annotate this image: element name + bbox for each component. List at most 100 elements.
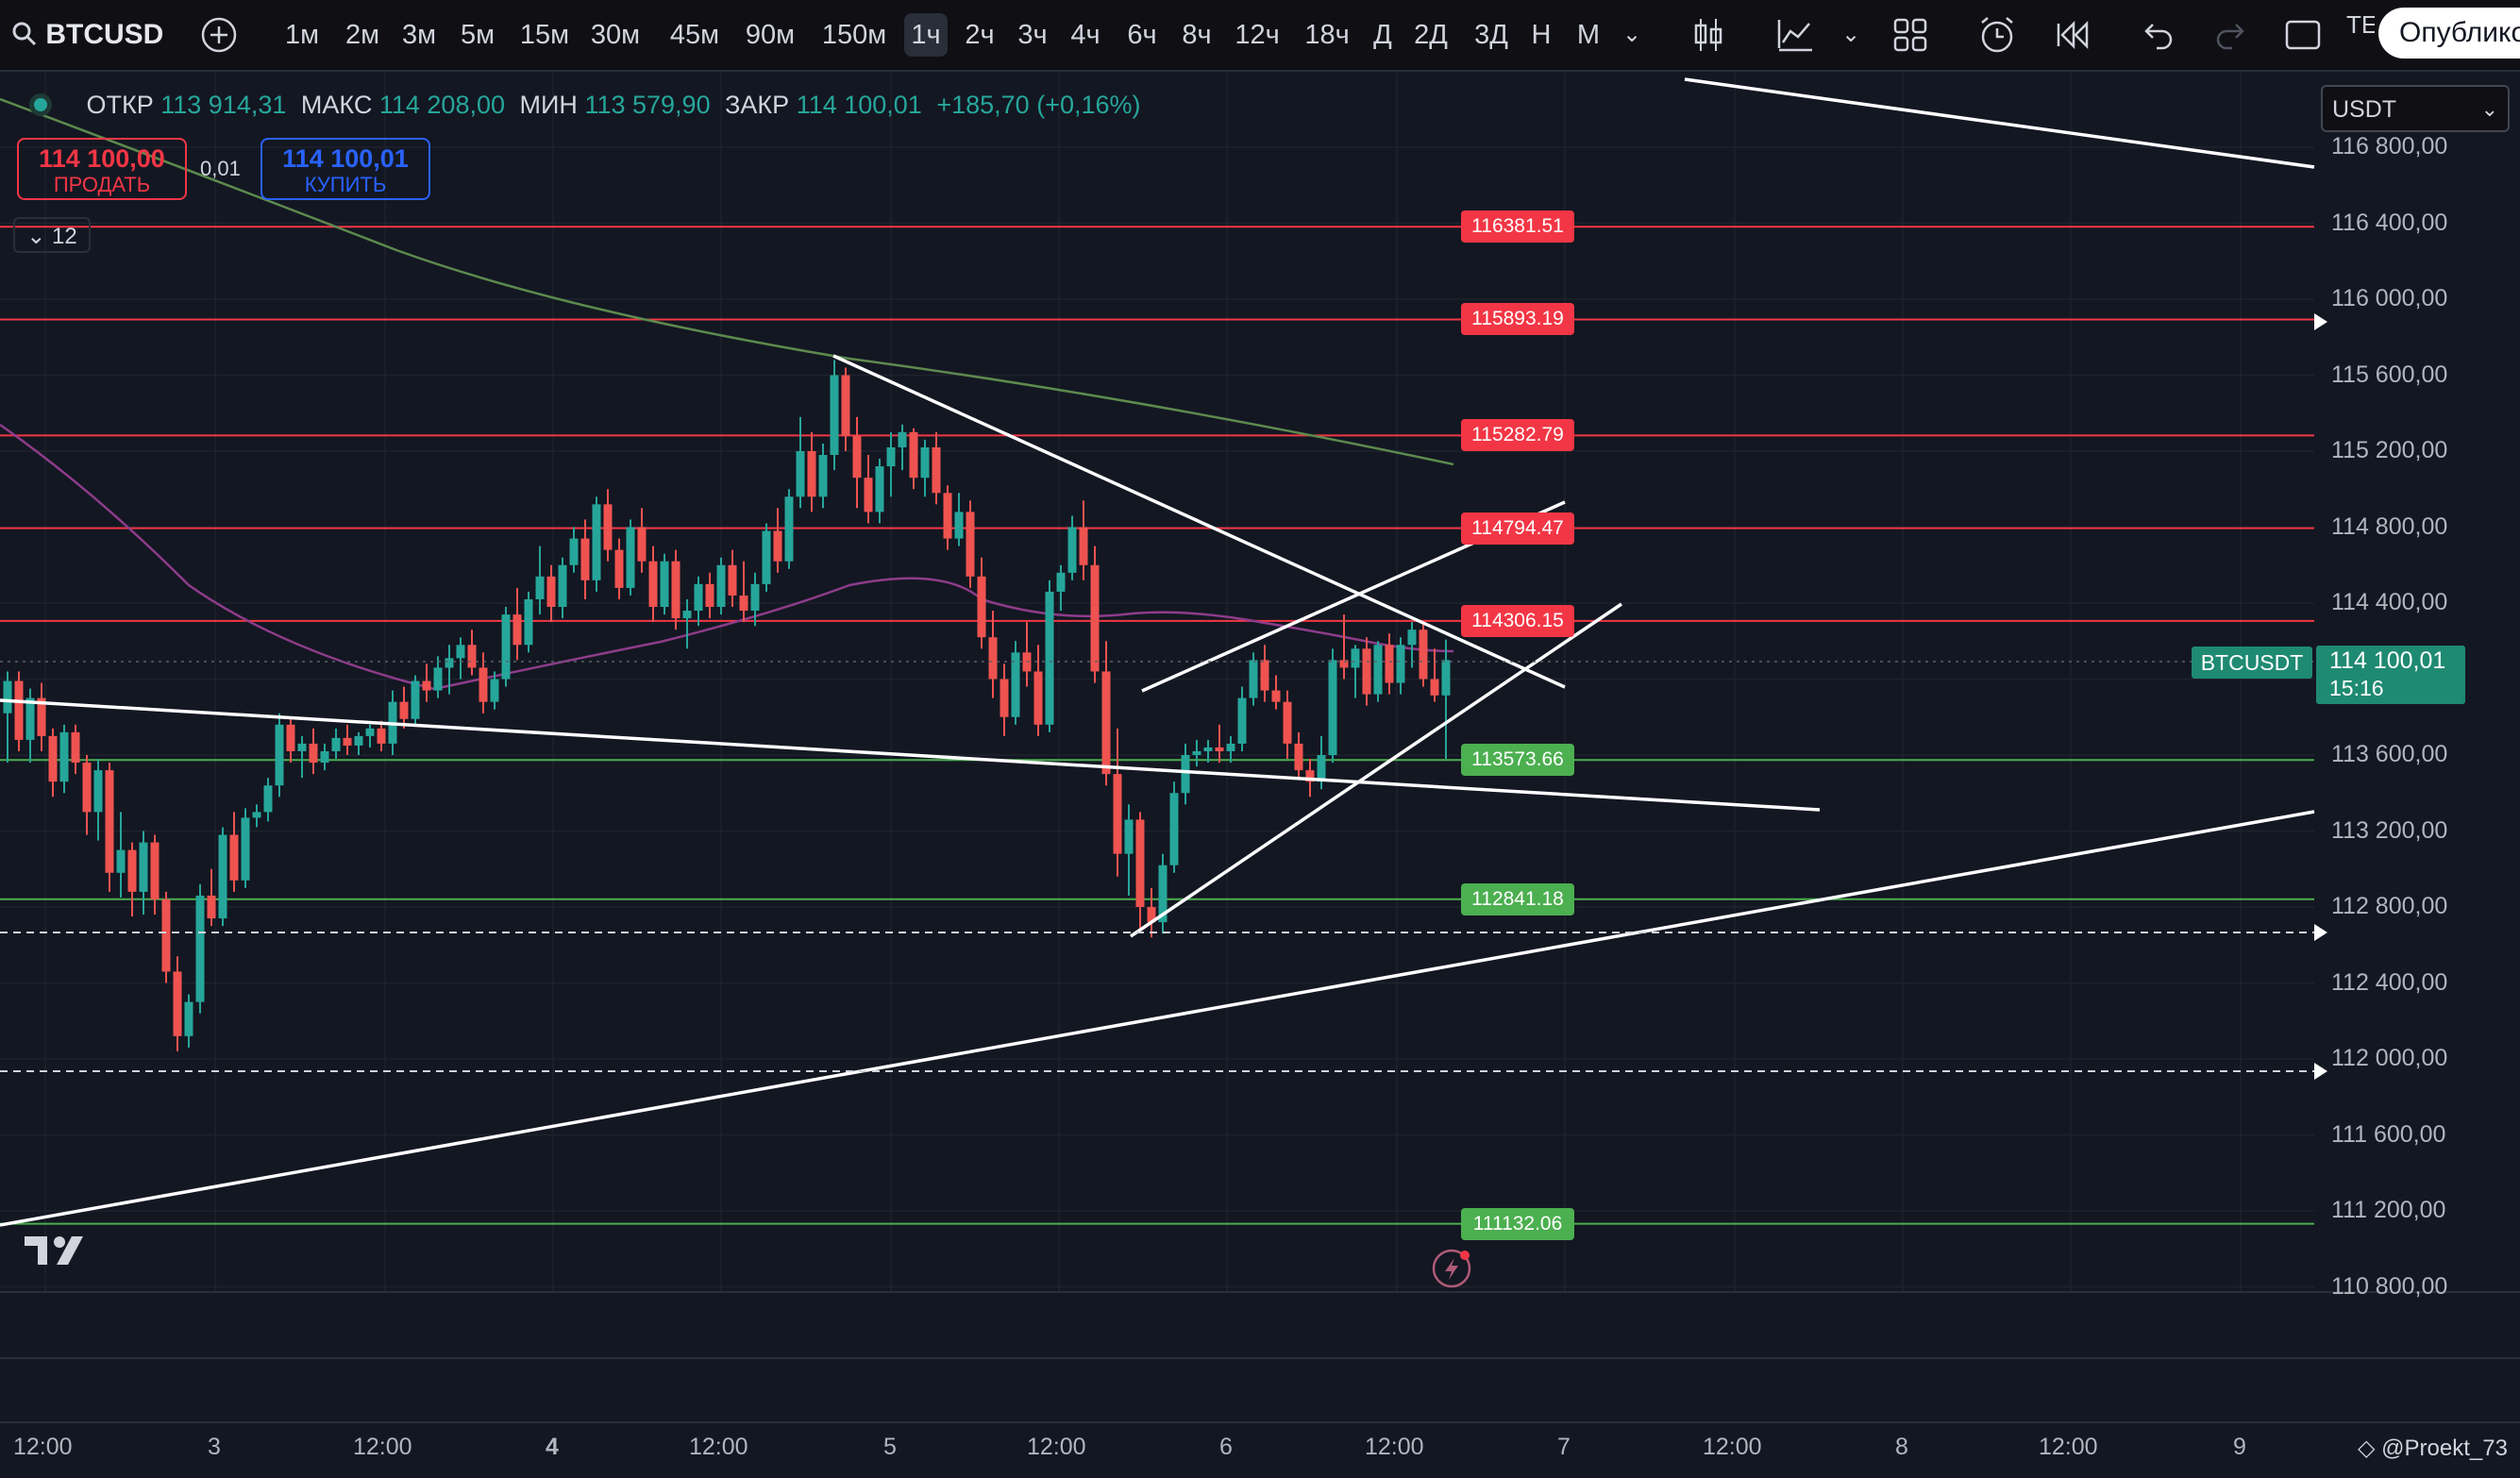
redo-button[interactable]: [2212, 13, 2246, 57]
candle-body-111: [1260, 660, 1269, 691]
candle-body-127: [1441, 660, 1451, 696]
candle-body-101: [1147, 907, 1156, 923]
timeframe-1[interactable]: 2м: [344, 20, 380, 50]
replay-icon: [2057, 20, 2089, 50]
sell-price: 114 100,00: [39, 144, 165, 173]
symbol-name: BTCUSD: [45, 19, 164, 50]
timeframe-15[interactable]: 12ч: [1235, 20, 1280, 50]
candle-body-115: [1305, 770, 1315, 782]
price-tick-15: 110 800,00: [2331, 1272, 2448, 1300]
symbol-search-button[interactable]: BTCUSD: [11, 13, 163, 57]
price-tick-6: 114 400,00: [2331, 589, 2448, 615]
candle-body-6: [71, 731, 80, 764]
candle-body-107: [1215, 747, 1224, 751]
timeframe-3[interactable]: 5м: [460, 20, 496, 50]
candle-body-114: [1294, 743, 1303, 771]
level-label-2: 115282.79: [1461, 419, 1574, 452]
replay-button[interactable]: [2054, 13, 2092, 57]
level-label-3: 114794.47: [1461, 512, 1574, 545]
time-tick-7: 6: [1219, 1434, 1233, 1460]
arrow-marker-112700: [2314, 924, 2327, 941]
timeframe-9[interactable]: 1ч: [904, 13, 948, 57]
undo-button[interactable]: [2142, 13, 2176, 57]
timeframe-16[interactable]: 18ч: [1304, 20, 1350, 50]
arrow-marker-115893: [2314, 313, 2327, 330]
currency-select[interactable]: USDT ⌄: [2321, 85, 2510, 132]
timeframe-19[interactable]: 3Д: [1474, 20, 1508, 50]
candle-body-74: [841, 375, 850, 436]
collapse-indicators-button[interactable]: ⌄ 12: [13, 217, 91, 253]
candle-body-103: [1169, 793, 1179, 865]
candle-body-56: [637, 527, 647, 562]
price-tick-0: 116 800,00: [2331, 133, 2448, 160]
add-symbol-button[interactable]: [198, 13, 240, 57]
buy-button[interactable]: 114 100,01 КУПИТЬ: [260, 138, 430, 200]
candle-body-25: [286, 724, 295, 751]
timeframe-12[interactable]: 4ч: [1070, 20, 1100, 50]
channel-line-lower: [1130, 602, 1622, 938]
fullscreen-button[interactable]: [2284, 13, 2322, 57]
indicators-dropdown[interactable]: ⌄: [1837, 13, 1865, 57]
timeframe-2[interactable]: 3м: [401, 20, 437, 50]
timeframe-5[interactable]: 30м: [590, 20, 641, 50]
high-label: МАКС: [300, 91, 373, 119]
timeframe-4[interactable]: 15м: [519, 20, 570, 50]
alert-button[interactable]: [1976, 13, 2018, 57]
ohlc-legend: ОТКР 113 914,31 МАКС 114 208,00 МИН 113 …: [34, 91, 1141, 120]
fullscreen-icon: [2285, 20, 2321, 50]
candle-body-67: [762, 530, 771, 584]
candle-body-12: [139, 842, 148, 892]
timeframe-13[interactable]: 6ч: [1127, 20, 1157, 50]
chart-canvas[interactable]: [0, 72, 2520, 1478]
candle-body-99: [1124, 819, 1134, 854]
time-tick-13: 9: [2233, 1434, 2246, 1460]
candle-body-63: [716, 564, 726, 608]
alert-icon: [1981, 17, 2013, 53]
timeframe-17[interactable]: Д: [1373, 20, 1392, 50]
candle-body-73: [830, 375, 839, 456]
timeframe-18[interactable]: 2Д: [1414, 20, 1448, 50]
watermark: ◇ @Proekt_73: [2358, 1435, 2508, 1462]
candle-body-10: [116, 849, 126, 873]
time-tick-1: 3: [208, 1434, 221, 1460]
open-label: ОТКР: [86, 91, 154, 119]
candle-body-2: [25, 697, 35, 740]
candle-body-18: [207, 895, 216, 919]
timeframe-0[interactable]: 1м: [284, 20, 320, 50]
timeframe-7[interactable]: 90м: [745, 20, 796, 50]
change-value: +185,70 (+0,16%): [936, 91, 1141, 119]
candle-body-57: [648, 561, 658, 608]
candles-icon: [1694, 19, 1722, 51]
timeframe-20[interactable]: Н: [1531, 20, 1552, 50]
publish-button[interactable]: Опубликовать: [2378, 8, 2520, 59]
timeframe-14[interactable]: 8ч: [1182, 20, 1212, 50]
price-tick-8: 113 600,00: [2331, 741, 2448, 767]
candle-body-62: [705, 583, 714, 608]
bar-countdown: 15:16: [2329, 676, 2384, 700]
candle-body-78: [886, 446, 896, 467]
candle-body-76: [864, 478, 873, 512]
redo-icon: [2216, 24, 2244, 50]
timeframe-11[interactable]: 3ч: [1017, 20, 1048, 50]
candle-body-122: [1385, 645, 1394, 683]
candle-body-108: [1226, 743, 1235, 751]
indicators-button[interactable]: [1776, 13, 1814, 57]
timeframe-8[interactable]: 150м: [821, 20, 887, 50]
timeframe-dropdown[interactable]: ⌄: [1616, 13, 1648, 57]
low-value: 113 579,90: [584, 91, 711, 119]
time-tick-8: 12:00: [1365, 1434, 1424, 1460]
toolbar-cut-label: ТЕ: [2346, 10, 2375, 39]
candle-body-88: [1000, 679, 1009, 717]
templates-button[interactable]: [1891, 13, 1929, 57]
timeframe-10[interactable]: 2ч: [965, 20, 995, 50]
timeframe-21[interactable]: М: [1576, 20, 1601, 50]
timeframe-6[interactable]: 45м: [669, 20, 720, 50]
lightning-icon[interactable]: [1432, 1249, 1471, 1288]
candle-body-81: [920, 446, 930, 479]
chart-type-button[interactable]: [1689, 13, 1727, 57]
sell-button[interactable]: 114 100,00 ПРОДАТЬ: [17, 138, 187, 200]
candle-body-22: [252, 812, 261, 818]
price-tick-4: 115 200,00: [2331, 437, 2448, 463]
candle-body-109: [1237, 697, 1247, 744]
candle-body-30: [343, 737, 352, 746]
